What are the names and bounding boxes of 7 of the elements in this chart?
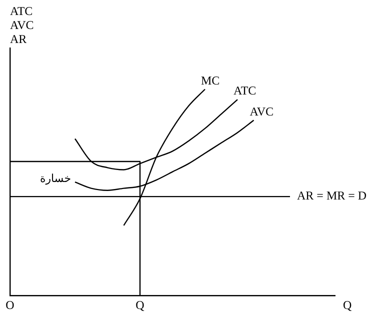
- series-label: MC: [201, 73, 220, 88]
- series-label: AVC: [250, 104, 274, 118]
- ref-line-label: AR = MR = D: [297, 188, 367, 203]
- series-label: ATC: [234, 84, 256, 98]
- x-tick-label: O: [6, 298, 15, 312]
- annotation: خسارة: [40, 172, 72, 186]
- y-axis-title: ATC AVC AR: [10, 4, 34, 46]
